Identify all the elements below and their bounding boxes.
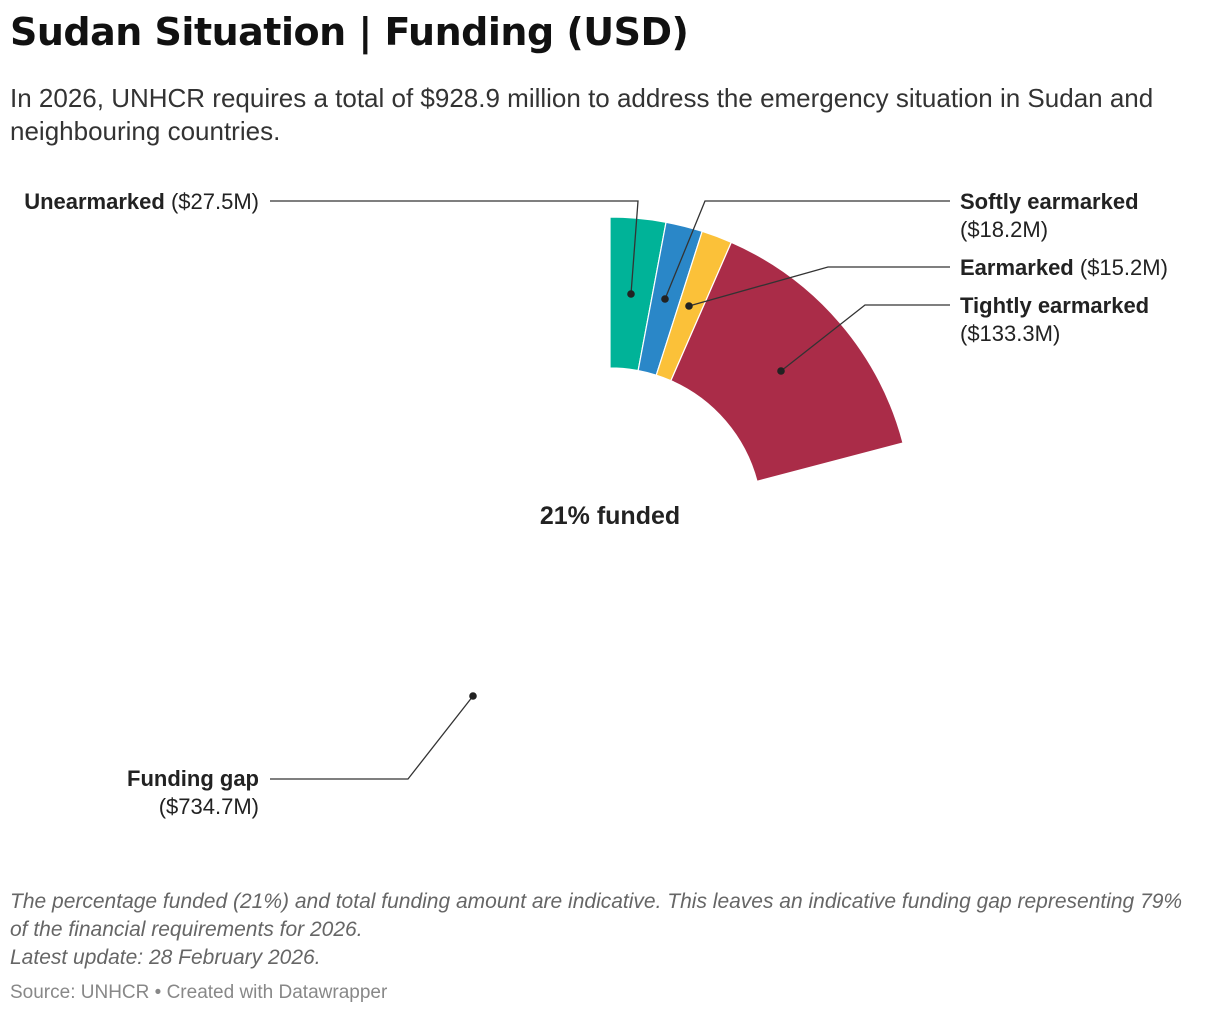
leader-unearmarked-dot xyxy=(627,290,635,298)
latest-update: Latest update: 28 February 2026. xyxy=(10,946,321,969)
leader-softly-earmarked-dot xyxy=(661,295,669,303)
leader-earmarked xyxy=(688,266,950,307)
funded-percent-label: 21% funded xyxy=(539,502,681,530)
leader-earmarked-dot xyxy=(685,302,693,310)
leader-softly-earmarked xyxy=(664,200,950,300)
label-softly-earmarked-name: Softly earmarked xyxy=(960,189,1139,214)
footnote-text: The percentage funded (21%) and total fu… xyxy=(10,890,1183,941)
label-earmarked-name: Earmarked xyxy=(960,255,1074,280)
label-tightly-earmarked-name: Tightly earmarked xyxy=(960,293,1150,318)
label-tightly-earmarked: Tightly earmarked ($133.3M) xyxy=(960,292,1149,348)
label-tightly-earmarked-value: ($133.3M) xyxy=(960,321,1061,346)
chart-subtitle: In 2026, UNHCR requires a total of $928.… xyxy=(10,83,1154,146)
label-funding-gap: Funding gap ($734.7M) xyxy=(127,765,259,821)
label-softly-earmarked: Softly earmarked ($18.2M) xyxy=(960,188,1139,244)
footnote: The percentage funded (21%) and total fu… xyxy=(10,888,1200,972)
label-unearmarked: Unearmarked ($27.5M) xyxy=(24,188,259,216)
leader-tightly-earmarked-dot xyxy=(777,367,785,375)
label-unearmarked-value: ($27.5M) xyxy=(170,189,259,214)
leader-funding-gap-dot xyxy=(469,692,477,700)
label-earmarked: Earmarked ($15.2M) xyxy=(960,254,1168,282)
chart-title: Sudan Situation | Funding (USD) xyxy=(10,10,689,54)
source-credit: Source: UNHCR • Created with Datawrapper xyxy=(10,982,388,1003)
leader-unearmarked xyxy=(270,200,639,295)
leader-funding-gap xyxy=(270,695,474,780)
label-funding-gap-name: Funding gap xyxy=(127,766,259,791)
label-earmarked-value: ($15.2M) xyxy=(1079,255,1168,280)
label-unearmarked-name: Unearmarked xyxy=(24,189,165,214)
leader-tightly-earmarked xyxy=(780,304,950,372)
label-softly-earmarked-value: ($18.2M) xyxy=(960,217,1049,242)
slice-tightly-earmarked xyxy=(670,241,904,483)
label-funding-gap-value: ($734.7M) xyxy=(158,794,259,819)
